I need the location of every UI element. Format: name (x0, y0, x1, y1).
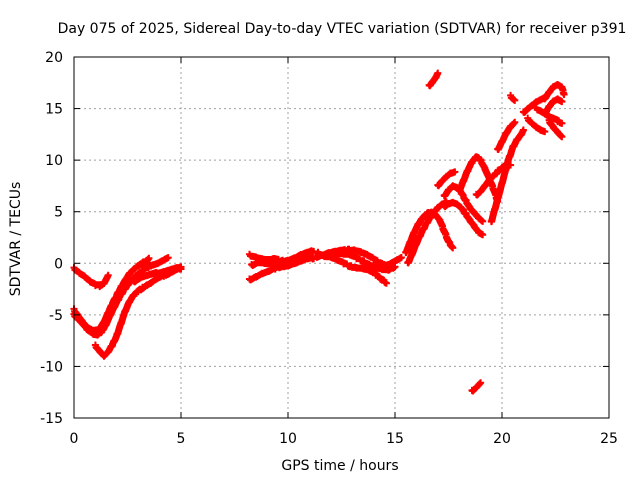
chart-title: Day 075 of 2025, Sidereal Day-to-day VTE… (58, 21, 627, 37)
data-point-markers (404, 198, 450, 267)
y-tick-label: 5 (54, 205, 63, 221)
plot-frame (73, 56, 610, 419)
series-arc-26 (541, 81, 568, 102)
y-tick-label: 10 (45, 153, 63, 169)
series-arc-25 (524, 114, 549, 136)
series-arc-22 (468, 379, 485, 395)
data-point-markers (248, 251, 313, 270)
data-point-markers (440, 198, 487, 239)
series-arc-16 (440, 198, 487, 239)
data-point-markers (541, 81, 568, 102)
x-tick-label: 0 (70, 431, 79, 447)
y-tick-label: 15 (45, 102, 63, 118)
axis-ticks (73, 56, 610, 419)
y-tick-label: 20 (45, 50, 63, 66)
x-axis-label: GPS time / hours (281, 458, 398, 474)
grid (74, 57, 609, 418)
series-arc-21 (494, 118, 519, 153)
series-arc-17 (434, 168, 459, 190)
data-point-markers (130, 264, 185, 286)
y-tick-label: 0 (54, 256, 63, 272)
series-arc-20 (487, 126, 527, 226)
series-arc-13 (404, 198, 450, 267)
x-tick-label: 15 (386, 431, 404, 447)
series-arc-14 (425, 69, 442, 90)
series-arc-23 (507, 91, 519, 104)
data-point-markers (494, 118, 519, 153)
series-arc-29 (532, 104, 566, 127)
x-tick-label: 5 (177, 431, 186, 447)
series-arc-8 (248, 251, 313, 270)
y-tick-label: -15 (40, 411, 63, 427)
data-point-markers (507, 91, 519, 104)
data-point-markers (524, 114, 549, 136)
x-tick-label: 25 (600, 431, 618, 447)
x-tick-label: 10 (279, 431, 297, 447)
y-tick-labels: -15 -10 -5 0 5 10 15 20 (40, 50, 63, 427)
series-arc-5 (130, 264, 185, 286)
x-tick-labels: 0 5 10 15 20 25 (70, 431, 618, 447)
data-point-markers (487, 126, 527, 226)
data-point-markers (468, 379, 485, 395)
data-points (70, 69, 568, 395)
data-point-markers (70, 264, 112, 291)
data-point-markers (327, 249, 399, 274)
y-axis-label: SDTVAR / TECUs (8, 182, 24, 297)
series-arc-1 (70, 264, 112, 291)
data-point-markers (519, 94, 549, 116)
x-tick-label: 20 (493, 431, 511, 447)
y-tick-label: -10 (40, 359, 63, 375)
series-arc-10 (314, 248, 390, 287)
y-tick-label: -5 (49, 308, 63, 324)
series-arc-11 (327, 249, 399, 274)
data-point-markers (425, 69, 442, 90)
data-point-markers (314, 248, 390, 287)
data-point-markers (434, 168, 459, 190)
series-arc-24 (519, 94, 549, 116)
data-point-markers (532, 104, 566, 127)
